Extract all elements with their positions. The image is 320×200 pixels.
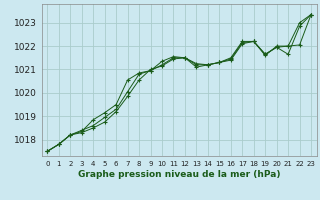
X-axis label: Graphe pression niveau de la mer (hPa): Graphe pression niveau de la mer (hPa) xyxy=(78,170,280,179)
